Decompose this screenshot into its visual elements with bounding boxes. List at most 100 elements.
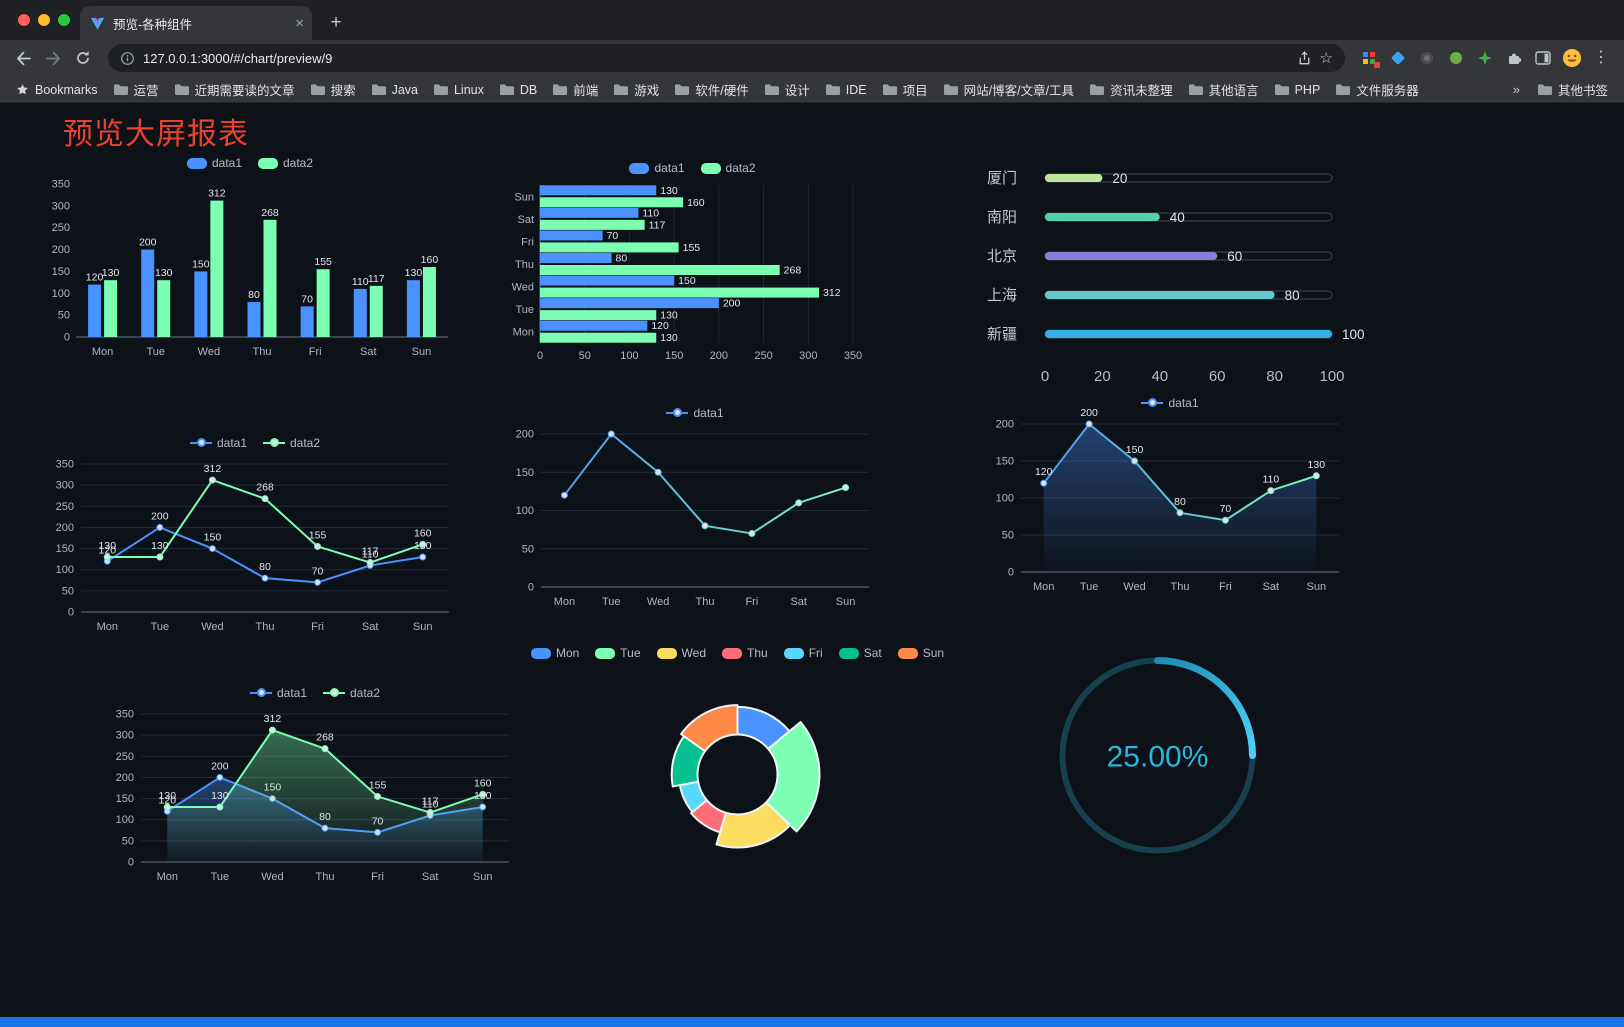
svg-text:130: 130 xyxy=(102,267,120,279)
legend-item-Sun[interactable]: Sun xyxy=(897,646,944,660)
chart-line-two-series[interactable]: data1 data2 0 50 100 150 200 250 300 350 Mon Tue Wed… xyxy=(45,428,465,638)
info-icon[interactable] xyxy=(120,51,135,66)
bookmark-item[interactable]: 资讯未整理 xyxy=(1082,80,1181,99)
share-icon[interactable] xyxy=(1297,50,1312,66)
chart-bar-horizontal[interactable]: data1 data2 0 50 100 150 200 250 300 350 Mon 120 130… xyxy=(500,153,885,365)
extension-grid-icon[interactable] xyxy=(1356,45,1382,71)
profile-avatar[interactable] xyxy=(1559,45,1585,71)
bookmark-item[interactable]: Java xyxy=(364,83,426,97)
svg-text:0: 0 xyxy=(537,350,543,362)
legend-item-data2[interactable]: data2 xyxy=(258,156,313,170)
legend-item-data1[interactable]: data1 xyxy=(666,406,724,420)
folder-icon xyxy=(553,84,568,95)
svg-text:155: 155 xyxy=(683,242,701,254)
chart-legend: data1 data2 xyxy=(45,436,465,450)
legend-item-data1[interactable]: data1 xyxy=(189,436,247,450)
bookmark-item[interactable]: 运营 xyxy=(106,80,167,99)
legend-item-Mon[interactable]: Mon xyxy=(530,646,579,660)
bookmark-item[interactable]: 网站/博客/文章/工具 xyxy=(936,80,1082,99)
svg-text:Sun: Sun xyxy=(412,346,432,358)
reload-button[interactable] xyxy=(70,45,96,71)
bookmark-item[interactable]: 软件/硬件 xyxy=(667,80,756,99)
chart-progress-list[interactable]: 厦门 20 南阳 40 北京 60 上海 80 新疆 100 0 20 40 60 80 100 xyxy=(985,158,1370,393)
bookmark-item[interactable]: 前端 xyxy=(545,80,606,99)
legend-item-Wed[interactable]: Wed xyxy=(656,646,706,660)
svg-text:70: 70 xyxy=(607,230,619,242)
minimize-window-button[interactable] xyxy=(38,14,50,26)
footer-bar xyxy=(0,1017,1624,1027)
chart-rose-donut[interactable]: Mon Tue Wed Thu Fri Sat Sun xyxy=(530,638,944,883)
svg-text:160: 160 xyxy=(474,777,492,789)
chart-line-gradient[interactable]: data1 0 50 100 150 200 Mon Tue Wed Thu Fri Sat Sun xyxy=(505,398,885,613)
bookmark-item[interactable]: Bookmarks xyxy=(8,83,106,97)
svg-text:250: 250 xyxy=(116,751,134,763)
bookmark-label: 搜索 xyxy=(330,84,356,98)
svg-text:200: 200 xyxy=(151,510,169,522)
chart-area-two-series[interactable]: data1 data2 0 50 100 150 200 250 300 350 Mon Tue Wed… xyxy=(105,678,525,888)
legend-label: data1 xyxy=(276,686,307,700)
extension-green-circle-icon[interactable] xyxy=(1443,45,1469,71)
legend-item-Sat[interactable]: Sat xyxy=(838,646,882,660)
browser-tab[interactable]: 预览-各种组件 × xyxy=(80,6,312,40)
bookmarks-overflow-chevron[interactable]: » xyxy=(1512,82,1520,97)
legend-item-Thu[interactable]: Thu xyxy=(722,646,768,660)
svg-text:50: 50 xyxy=(62,585,74,597)
svg-text:130: 130 xyxy=(660,310,678,322)
bookmark-item[interactable]: DB xyxy=(492,83,545,97)
extension-dark-circle-icon[interactable] xyxy=(1414,45,1440,71)
svg-text:200: 200 xyxy=(723,298,741,310)
svg-text:Fri: Fri xyxy=(371,871,384,883)
address-bar[interactable]: 127.0.0.1:3000/#/chart/preview/9 ☆ xyxy=(108,44,1345,72)
bookmark-item[interactable]: 文件服务器 xyxy=(1328,80,1427,99)
bookmark-star-icon[interactable]: ☆ xyxy=(1319,49,1333,67)
tab-close-icon[interactable]: × xyxy=(295,14,304,32)
chart-bar-vertical[interactable]: data1 data2 0 50 100 150 200 250 300 350 Mon Tue Wed… xyxy=(40,148,460,363)
legend-item-data2[interactable]: data2 xyxy=(263,436,320,450)
bookmark-item[interactable]: 近期需要读的文章 xyxy=(167,80,303,99)
close-window-button[interactable] xyxy=(18,14,30,26)
legend-item-Fri[interactable]: Fri xyxy=(783,646,823,660)
folder-icon xyxy=(614,84,629,95)
bookmark-item[interactable]: PHP xyxy=(1267,83,1329,97)
folder-icon xyxy=(1090,84,1105,95)
svg-text:Thu: Thu xyxy=(256,621,275,633)
bookmark-item[interactable]: 项目 xyxy=(875,80,936,99)
legend-item-data2[interactable]: data2 xyxy=(323,686,380,700)
new-tab-button[interactable]: + xyxy=(330,12,342,33)
legend-item-Tue[interactable]: Tue xyxy=(595,646,641,660)
legend-item-data1[interactable]: data1 xyxy=(186,156,242,170)
bookmark-item[interactable]: Linux xyxy=(426,83,492,97)
maximize-window-button[interactable] xyxy=(58,14,70,26)
extension-star-icon[interactable] xyxy=(1472,45,1498,71)
bookmark-item[interactable]: IDE xyxy=(818,83,875,97)
forward-button[interactable] xyxy=(40,45,66,71)
puzzle-icon[interactable] xyxy=(1501,45,1527,71)
legend-item-data2[interactable]: data2 xyxy=(700,161,756,175)
chart-legend: data1 data2 xyxy=(500,161,885,175)
side-panel-icon[interactable] xyxy=(1530,45,1556,71)
svg-text:200: 200 xyxy=(56,522,74,534)
bookmark-item[interactable]: 设计 xyxy=(757,80,818,99)
legend-item-data1[interactable]: data1 xyxy=(629,161,685,175)
svg-text:Sun: Sun xyxy=(514,191,534,203)
bookmark-item[interactable]: 其他语言 xyxy=(1181,80,1267,99)
bookmark-other-bookmarks[interactable]: 其他书签 xyxy=(1530,80,1616,99)
svg-text:Wed: Wed xyxy=(512,282,534,294)
chart-area-single[interactable]: data1 0 50 100 150 200 Mon Tue Wed Thu Fri Sat Sun 12… xyxy=(985,388,1355,598)
legend-label: data1 xyxy=(693,406,724,420)
legend-item-data1[interactable]: data1 xyxy=(1141,396,1199,410)
bookmark-item[interactable]: 游戏 xyxy=(606,80,667,99)
back-button[interactable] xyxy=(10,45,36,71)
menu-icon[interactable]: ⋮ xyxy=(1593,49,1609,66)
svg-text:Sun: Sun xyxy=(413,621,433,633)
chart-gauge[interactable]: 25.00% xyxy=(1040,638,1275,873)
bookmark-item[interactable]: 搜索 xyxy=(303,80,364,99)
svg-text:0: 0 xyxy=(1041,368,1049,385)
legend-label: data1 xyxy=(1168,396,1199,410)
extension-kite-icon[interactable] xyxy=(1385,45,1411,71)
legend-item-data1[interactable]: data1 xyxy=(249,686,307,700)
chart-legend: data1 xyxy=(505,406,885,420)
svg-text:Mon: Mon xyxy=(97,621,118,633)
svg-text:Wed: Wed xyxy=(201,621,223,633)
